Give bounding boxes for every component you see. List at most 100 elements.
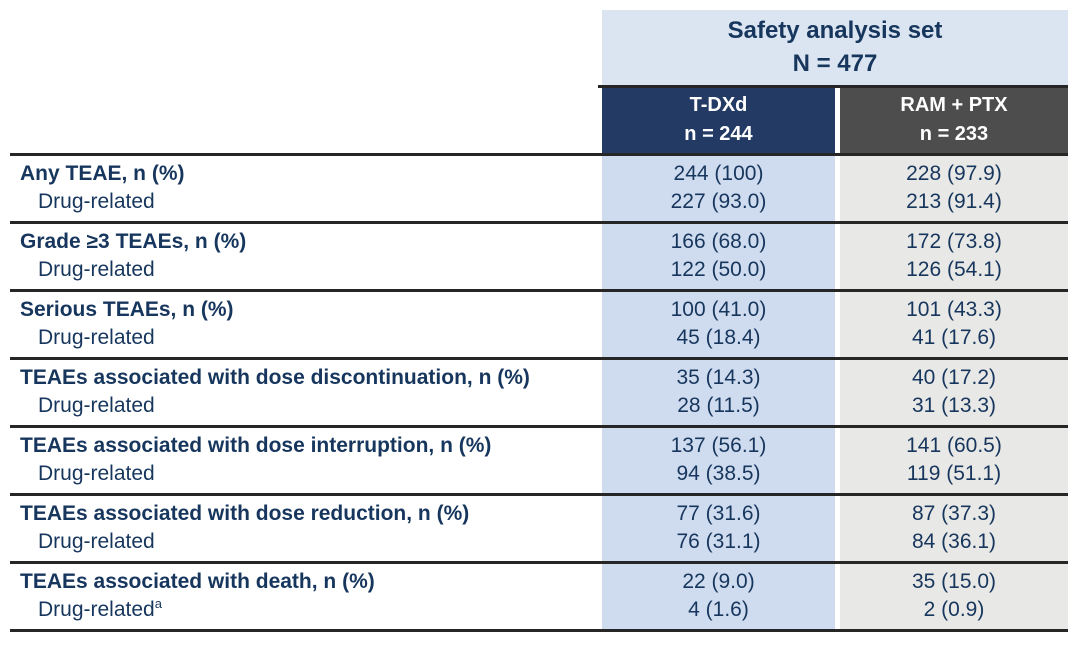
tdxd-cell: 35 (14.3) 28 (11.5): [602, 360, 835, 425]
row-label-cell: TEAEs associated with dose reduction, n …: [10, 496, 602, 561]
footnote-marker: a: [154, 596, 162, 611]
tdxd-cell: 137 (56.1) 94 (38.5): [602, 428, 835, 493]
tdxd-main-value: 77 (31.6): [676, 502, 761, 525]
column-divider: [835, 224, 840, 289]
row-sublabel: Drug-related: [20, 392, 602, 420]
group-header-title: Safety analysis set: [727, 17, 943, 44]
tdxd-cell: 77 (31.6) 76 (31.1): [602, 496, 835, 561]
row-label-cell: TEAEs associated with dose discontinuati…: [10, 360, 602, 425]
row-sublabel-text: Drug-related: [38, 598, 155, 621]
ramptx-main-value: 101 (43.3): [906, 298, 1002, 321]
row-sublabel-text: Drug-related: [38, 326, 155, 349]
row-label-cell: TEAEs associated with death, n (%) Drug-…: [10, 564, 602, 629]
table-row-dose-reduction: TEAEs associated with dose reduction, n …: [10, 493, 1068, 561]
column-header-ramptx: RAM + PTX n = 233: [840, 88, 1068, 153]
ramptx-main-value: 141 (60.5): [906, 434, 1002, 457]
table-row-serious-teaes: Serious TEAEs, n (%) Drug-related 100 (4…: [10, 289, 1068, 357]
column-header-ramptx-label: RAM + PTX: [900, 94, 1008, 116]
table-row-any-teae: Any TEAE, n (%) Drug-related 244 (100) 2…: [10, 153, 1068, 221]
tdxd-main-value: 166 (68.0): [670, 230, 767, 253]
column-header-tdxd-n: n = 244: [684, 123, 753, 145]
row-sublabel: Drug-related: [20, 528, 602, 556]
ramptx-sub-value: 119 (51.1): [906, 462, 1002, 485]
row-sublabel-text: Drug-related: [38, 394, 155, 417]
row-sublabel: Drug-related: [20, 188, 602, 216]
ramptx-cell: 141 (60.5) 119 (51.1): [840, 428, 1068, 493]
tdxd-main-value: 35 (14.3): [676, 366, 761, 389]
tdxd-cell: 100 (41.0) 45 (18.4): [602, 292, 835, 357]
row-label-cell: Serious TEAEs, n (%) Drug-related: [10, 292, 602, 357]
group-header: Safety analysis set N = 477: [602, 10, 1068, 85]
tdxd-sub-value: 28 (11.5): [677, 394, 760, 417]
column-divider: [835, 496, 840, 561]
ramptx-sub-value: 2 (0.9): [923, 598, 985, 621]
ramptx-cell: 40 (17.2) 31 (13.3): [840, 360, 1068, 425]
ramptx-cell: 35 (15.0) 2 (0.9): [840, 564, 1068, 629]
ramptx-sub-value: 84 (36.1): [911, 530, 997, 553]
row-label: TEAEs associated with death, n (%): [20, 570, 375, 593]
tdxd-main-value: 22 (9.0): [682, 570, 755, 593]
tdxd-sub-value: 45 (18.4): [676, 326, 761, 349]
column-divider: [835, 360, 840, 425]
row-label: TEAEs associated with dose discontinuati…: [20, 366, 530, 389]
group-header-n: N = 477: [792, 50, 878, 77]
ramptx-main-value: 87 (37.3): [911, 502, 997, 525]
row-label-cell: TEAEs associated with dose interruption,…: [10, 428, 602, 493]
ramptx-cell: 228 (97.9) 213 (91.4): [840, 156, 1068, 221]
tdxd-main-value: 244 (100): [673, 162, 764, 185]
ramptx-main-value: 228 (97.9): [906, 162, 1002, 185]
row-sublabel-text: Drug-related: [38, 258, 155, 281]
table-row-dose-discontinuation: TEAEs associated with dose discontinuati…: [10, 357, 1068, 425]
ramptx-sub-value: 31 (13.3): [911, 394, 997, 417]
column-header-tdxd: T-DXd n = 244: [602, 88, 835, 153]
tdxd-sub-value: 227 (93.0): [670, 190, 767, 213]
top-margin: [0, 0, 1080, 10]
ramptx-cell: 101 (43.3) 41 (17.6): [840, 292, 1068, 357]
tdxd-cell: 244 (100) 227 (93.0): [602, 156, 835, 221]
ramptx-main-value: 40 (17.2): [911, 366, 997, 389]
row-label-cell: Grade ≥3 TEAEs, n (%) Drug-related: [10, 224, 602, 289]
ramptx-main-value: 172 (73.8): [906, 230, 1002, 253]
tdxd-sub-value: 122 (50.0): [670, 258, 767, 281]
row-sublabel: Drug-related: [20, 256, 602, 284]
row-sublabel-text: Drug-related: [38, 530, 155, 553]
row-sublabel: Drug-related: [20, 324, 602, 352]
row-label: Any TEAE, n (%): [20, 162, 185, 185]
row-sublabel: Drug-related: [20, 460, 602, 488]
group-header-underline: [598, 85, 1068, 88]
column-divider: [835, 292, 840, 357]
ramptx-sub-value: 213 (91.4): [906, 190, 1002, 213]
row-sublabel-text: Drug-related: [38, 190, 155, 213]
ramptx-main-value: 35 (15.0): [911, 570, 997, 593]
column-divider: [835, 156, 840, 221]
ramptx-cell: 87 (37.3) 84 (36.1): [840, 496, 1068, 561]
tdxd-main-value: 137 (56.1): [670, 434, 767, 457]
tdxd-sub-value: 4 (1.6): [688, 598, 749, 621]
column-divider: [835, 564, 840, 629]
tdxd-sub-value: 76 (31.1): [676, 530, 761, 553]
column-divider: [835, 428, 840, 493]
column-header-tdxd-label: T-DXd: [689, 94, 748, 116]
table-row-grade3-teaes: Grade ≥3 TEAEs, n (%) Drug-related 166 (…: [10, 221, 1068, 289]
column-header-ramptx-n: n = 233: [919, 123, 989, 145]
ramptx-sub-value: 41 (17.6): [911, 326, 997, 349]
row-label-cell: Any TEAE, n (%) Drug-related: [10, 156, 602, 221]
table-body: Any TEAE, n (%) Drug-related 244 (100) 2…: [10, 153, 1068, 629]
table-row-dose-interruption: TEAEs associated with dose interruption,…: [10, 425, 1068, 493]
row-label: TEAEs associated with dose reduction, n …: [20, 502, 470, 525]
tdxd-sub-value: 94 (38.5): [676, 462, 761, 485]
row-sublabel: Drug-relateda: [20, 596, 602, 624]
table-row-death: TEAEs associated with death, n (%) Drug-…: [10, 561, 1068, 629]
tdxd-main-value: 100 (41.0): [670, 298, 767, 321]
table-bottom-rule: [10, 629, 1068, 632]
ramptx-cell: 172 (73.8) 126 (54.1): [840, 224, 1068, 289]
tdxd-cell: 22 (9.0) 4 (1.6): [602, 564, 835, 629]
tdxd-cell: 166 (68.0) 122 (50.0): [602, 224, 835, 289]
row-label: Grade ≥3 TEAEs, n (%): [20, 230, 247, 253]
row-label: Serious TEAEs, n (%): [20, 298, 234, 321]
column-header-band: T-DXd n = 244 RAM + PTX n = 233: [602, 88, 1068, 153]
ramptx-sub-value: 126 (54.1): [906, 258, 1002, 281]
row-label: TEAEs associated with dose interruption,…: [20, 434, 492, 457]
row-sublabel-text: Drug-related: [38, 462, 155, 485]
